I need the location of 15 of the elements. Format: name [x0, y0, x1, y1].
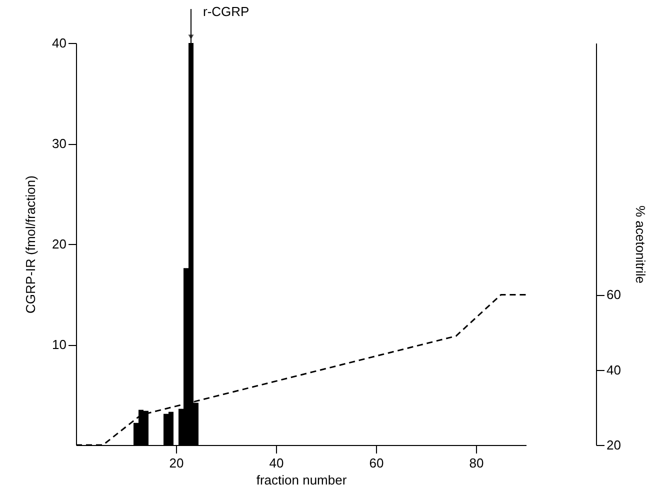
x-axis-title: fraction number [256, 472, 348, 488]
y2-tick-label: 60 [606, 287, 621, 302]
x-tick-label: 80 [469, 456, 484, 470]
y2-tick-label: 40 [606, 362, 621, 378]
y-tick-label: 40 [52, 36, 66, 50]
annotation: r-CGRP [203, 4, 250, 19]
y2-axis-title: % acetonitrile [632, 205, 648, 284]
y2-tick-label: 20 [606, 438, 621, 452]
y-tick-label: 30 [52, 136, 66, 151]
y-axis-title: CGRP-IR (fmol/fraction) [23, 176, 38, 314]
x-tick-label: 60 [369, 456, 384, 470]
x-tick-label: 20 [169, 456, 184, 470]
x-tick-label: 40 [269, 456, 284, 470]
y-tick-label: 20 [52, 236, 66, 252]
y-tick-label: 10 [52, 337, 66, 352]
